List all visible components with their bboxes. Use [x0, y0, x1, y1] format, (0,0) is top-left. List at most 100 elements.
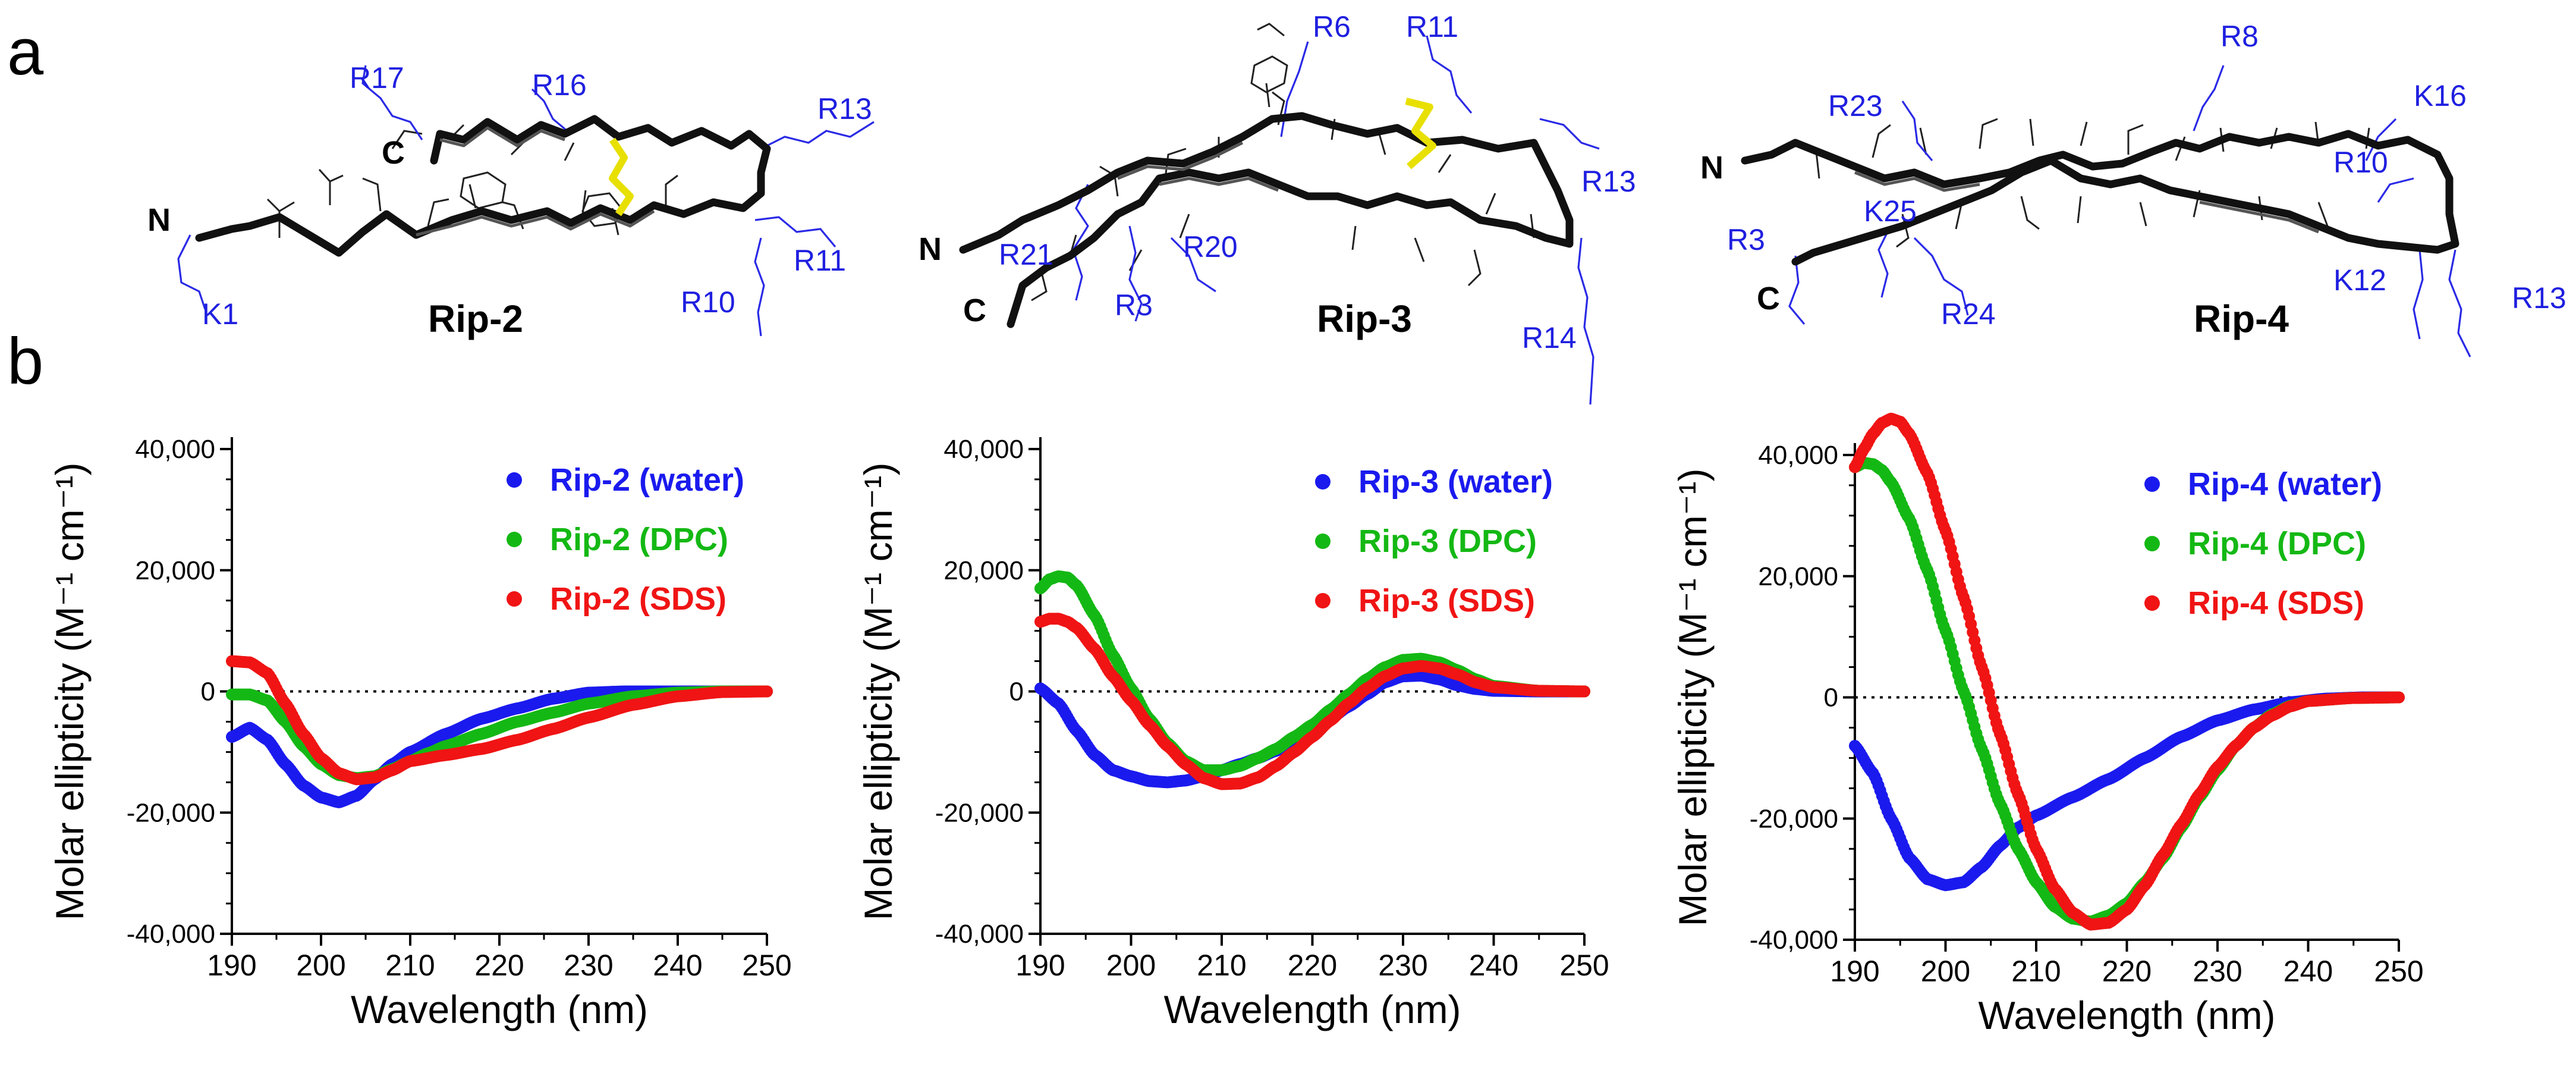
legend-label: Rip-4 (water) — [2188, 466, 2382, 502]
y-tick-label: 40,000 — [1758, 441, 1838, 470]
x-tick-label: 200 — [1921, 955, 1970, 988]
y-tick-label: 40,000 — [135, 435, 215, 464]
legend-marker — [1315, 593, 1331, 608]
x-axis-title: Wavelength (nm) — [1163, 987, 1461, 1031]
structure-rip-3-lys-arg-chains — [1072, 35, 1600, 405]
structure-rip-4: N C R8 R23 K16 R10 R3 K25 K12 R24 R13 Ri… — [1700, 20, 2566, 357]
structure-rip-3-disulfide — [1405, 98, 1436, 170]
legend-marker — [1315, 474, 1331, 489]
structure-rip-2-residue-label: R11 — [794, 244, 846, 277]
legend-label: Rip-2 (DPC) — [550, 522, 728, 557]
structure-rip-3-n-term: N — [919, 231, 942, 267]
legend: Rip-4 (water) Rip-4 (DPC) Rip-4 (SDS) — [2144, 466, 2382, 621]
x-tick-label: 250 — [1559, 949, 1609, 982]
legend-label: Rip-2 (water) — [550, 462, 744, 498]
structure-rip-4-n-term: N — [1700, 150, 1723, 186]
x-tick-label: 240 — [653, 949, 702, 982]
structure-rip-2-lys-arg-chains — [177, 65, 875, 337]
x-tick-label: 210 — [385, 949, 435, 982]
structure-rip-3-residue-label: R20 — [1183, 230, 1238, 263]
structure-rip-4-backbone — [1741, 130, 2459, 266]
structure-rip-3-residue-label: R11 — [1406, 10, 1458, 43]
x-tick-label: 210 — [2011, 955, 2061, 988]
y-axis-title: Molar ellipticity (M⁻¹ cm⁻¹) — [856, 463, 900, 921]
structure-rip-2: N C R17 R16 R13 R11 R10 K1 Rip-2 — [147, 61, 875, 340]
y-tick-label: 20,000 — [1758, 562, 1838, 591]
structure-rip-3-name: Rip-3 — [1317, 297, 1412, 340]
structure-rip-2-c-term: C — [382, 135, 405, 171]
y-tick-label: -20,000 — [935, 798, 1024, 827]
series-sds — [1034, 613, 1590, 790]
structure-rip-2-backbone — [195, 115, 771, 257]
x-axis-title: Wavelength (nm) — [351, 987, 648, 1031]
legend: Rip-2 (water) Rip-2 (DPC) Rip-2 (SDS) — [507, 462, 744, 617]
structure-rip-2-sidechains — [266, 124, 678, 238]
y-tick-label: 0 — [1824, 683, 1838, 713]
structure-rip-4-residue-label: R13 — [2512, 281, 2566, 315]
structure-rip-3-backbone — [959, 112, 1574, 328]
x-tick-label: 190 — [1830, 955, 1879, 988]
structure-rip-2-disulfide — [609, 137, 634, 216]
structure-rip-4-name: Rip-4 — [2194, 297, 2289, 340]
structure-rip-3-residue-label: R6 — [1313, 10, 1351, 43]
legend: Rip-3 (water) Rip-3 (DPC) Rip-3 (SDS) — [1315, 464, 1553, 619]
structure-rip-3-residue-label: R14 — [1522, 321, 1577, 354]
structure-rip-2-residue-label: R10 — [681, 285, 735, 319]
y-axis-title: Molar ellipticity (M⁻¹ cm⁻¹) — [48, 463, 92, 921]
y-tick-label: 40,000 — [943, 435, 1024, 464]
series-sds — [226, 655, 773, 786]
legend-marker — [2144, 476, 2160, 492]
structure-rip-3-residue-label: R21 — [999, 238, 1053, 271]
structure-rip-3-c-term: C — [963, 293, 986, 328]
panel-label-b: b — [7, 325, 43, 398]
data-point — [2393, 691, 2405, 704]
structure-rip-2-name: Rip-2 — [428, 297, 523, 340]
y-axis-title: Molar ellipticity (M⁻¹ cm⁻¹) — [1671, 469, 1715, 927]
legend-marker — [507, 591, 522, 607]
x-tick-label: 250 — [742, 949, 791, 982]
structure-rip-3: N C R6 R11 R13 R21 R20 R3 R14 Rip-3 — [919, 10, 1636, 405]
structure-rip-2-residue-label: R16 — [532, 68, 587, 102]
x-axis-title: Wavelength (nm) — [1978, 993, 2275, 1037]
x-tick-label: 200 — [1106, 949, 1156, 982]
legend-label: Rip-3 (SDS) — [1358, 583, 1535, 619]
legend-marker — [507, 532, 522, 547]
y-tick-label: -40,000 — [935, 920, 1024, 949]
structure-rip-4-residue-label: R10 — [2333, 146, 2388, 179]
x-tick-label: 190 — [207, 949, 256, 982]
x-tick-label: 220 — [2102, 955, 2152, 988]
structure-rip-2-residue-label: R17 — [350, 61, 404, 95]
x-tick-label: 240 — [1469, 949, 1518, 982]
structure-rip-4-c-term: C — [1757, 281, 1780, 316]
x-tick-label: 220 — [474, 949, 524, 982]
data-point — [1578, 685, 1590, 698]
series-sds — [1849, 412, 2405, 931]
x-tick-label: 230 — [2193, 955, 2242, 988]
x-tick-label: 240 — [2284, 955, 2333, 988]
y-tick-label: 20,000 — [135, 556, 215, 585]
legend-marker — [2144, 536, 2160, 551]
x-tick-label: 200 — [296, 949, 345, 982]
series-water — [1849, 691, 2405, 892]
x-tick-label: 230 — [1378, 949, 1427, 982]
structure-rip-3-residue-label: R13 — [1581, 165, 1636, 198]
structure-rip-2-n-term: N — [147, 202, 171, 238]
y-tick-label: 0 — [1009, 677, 1024, 707]
y-tick-label: -40,000 — [127, 920, 215, 949]
structure-rip-4-residue-label: R23 — [1828, 89, 1883, 123]
y-tick-label: -40,000 — [1750, 925, 1838, 955]
x-tick-label: 210 — [1197, 949, 1246, 982]
legend-label: Rip-3 (water) — [1358, 464, 1553, 500]
data-point — [761, 685, 773, 698]
structure-rip-4-residue-label: R8 — [2220, 20, 2259, 53]
structure-rip-4-residue-label: K12 — [2333, 263, 2386, 297]
legend-marker — [2144, 595, 2160, 611]
legend-marker — [507, 472, 522, 488]
structure-rip-3-sidechains — [1031, 23, 1535, 302]
y-tick-label: -20,000 — [127, 798, 215, 827]
structure-rip-3-residue-label: R3 — [1115, 288, 1153, 322]
